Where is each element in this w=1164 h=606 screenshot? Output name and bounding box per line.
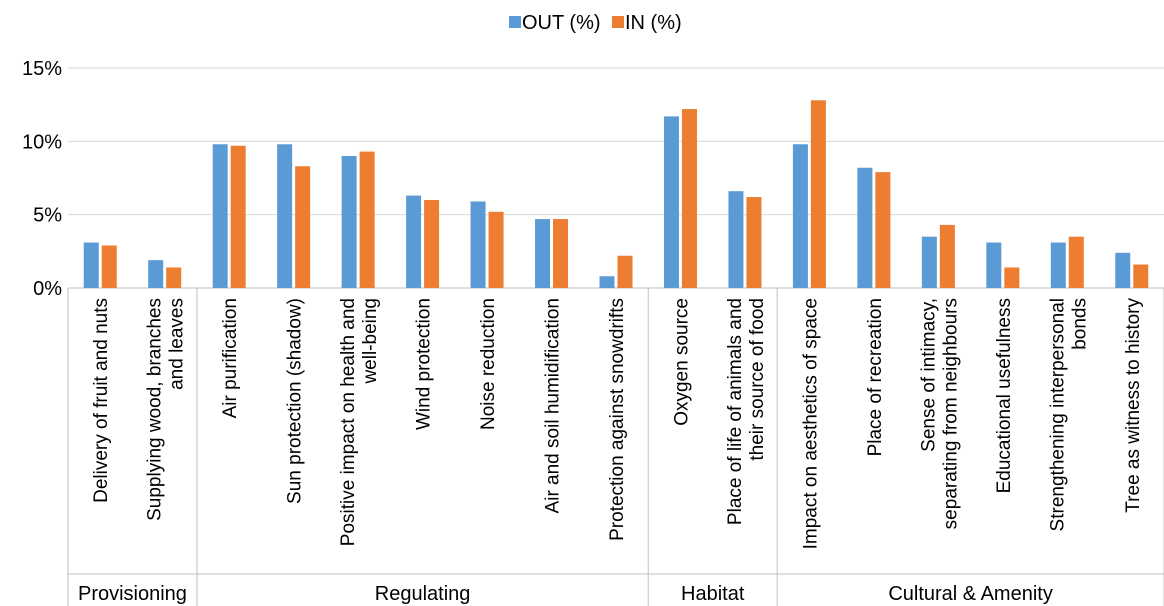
bar [424,200,440,288]
y-tick-label: 5% [33,205,62,227]
category-label: Sense of intimacy, [918,298,939,452]
bar [1004,267,1020,288]
category-label: Protection against snowdrifts [607,298,628,541]
bar [1050,242,1066,288]
category-label: Air and soil humidification [543,298,564,513]
bar [939,224,955,288]
group-label: Cultural & Amenity [888,583,1053,605]
legend-label: OUT (%) [522,12,601,34]
bar [83,242,99,288]
category-label: Place of recreation [865,298,886,456]
bar [617,255,633,288]
group-label: Provisioning [78,583,187,605]
group-label: Regulating [375,583,471,605]
bar [599,276,615,288]
bar [470,201,486,288]
bar [230,145,246,288]
bar [101,245,117,288]
legend-swatch [509,16,521,28]
bar [295,166,311,288]
bar [921,236,937,288]
y-tick-label: 0% [33,278,62,300]
bar [488,211,504,288]
category-label: Noise reduction [478,298,499,430]
y-tick-label: 15% [22,58,62,80]
group-label: Habitat [681,583,745,605]
category-label: Wind protection [414,298,435,430]
category-label: well-being [360,298,381,385]
bar [1133,264,1149,288]
category-label: Educational usefulness [994,298,1015,493]
bar [277,144,293,288]
bar [810,100,826,289]
bar [1068,236,1084,288]
bar [663,116,679,289]
bar [166,267,182,288]
bar [212,144,228,288]
category-label: and leaves [167,298,188,390]
category-label: Strengthening interpersonal [1047,298,1068,531]
category-label: their source of food [747,298,768,461]
chart-legend: OUT (%) IN (%) [509,12,682,34]
category-label: bonds [1069,298,1090,350]
category-label: Positive impact on health and [338,298,359,546]
category-label: separating from neighbours [940,298,961,529]
bar [553,219,569,288]
bars [83,100,1149,289]
legend-swatch [612,16,624,28]
bar [341,156,357,288]
bar [681,109,697,288]
x-axis: Delivery of fruit and nuts Supplying wood… [67,288,1164,606]
bar [986,242,1002,288]
bar [1115,252,1131,288]
gridlines [68,67,1164,289]
bar [148,260,164,288]
bar [535,219,551,288]
bar [857,167,873,288]
y-axis: 0% 5% 10% 15% [22,58,62,300]
bar [359,151,375,288]
category-label: Delivery of fruit and nuts [91,298,112,503]
category-label: Supplying wood, branches [145,298,166,521]
legend-label: IN (%) [625,12,682,34]
category-label: Sun protection (shadow) [285,298,306,504]
bar [875,172,891,288]
category-label: Place of life of animals and [725,298,746,525]
category-label: Impact on aesthetics of space [800,298,821,549]
y-tick-label: 10% [22,131,62,153]
bar [792,144,808,288]
category-label: Tree as witness to history [1123,298,1144,513]
category-label: Air purification [220,298,241,418]
bar [746,197,762,288]
category-label: Oxygen source [671,298,692,426]
bar [406,195,422,288]
bar [728,191,744,288]
